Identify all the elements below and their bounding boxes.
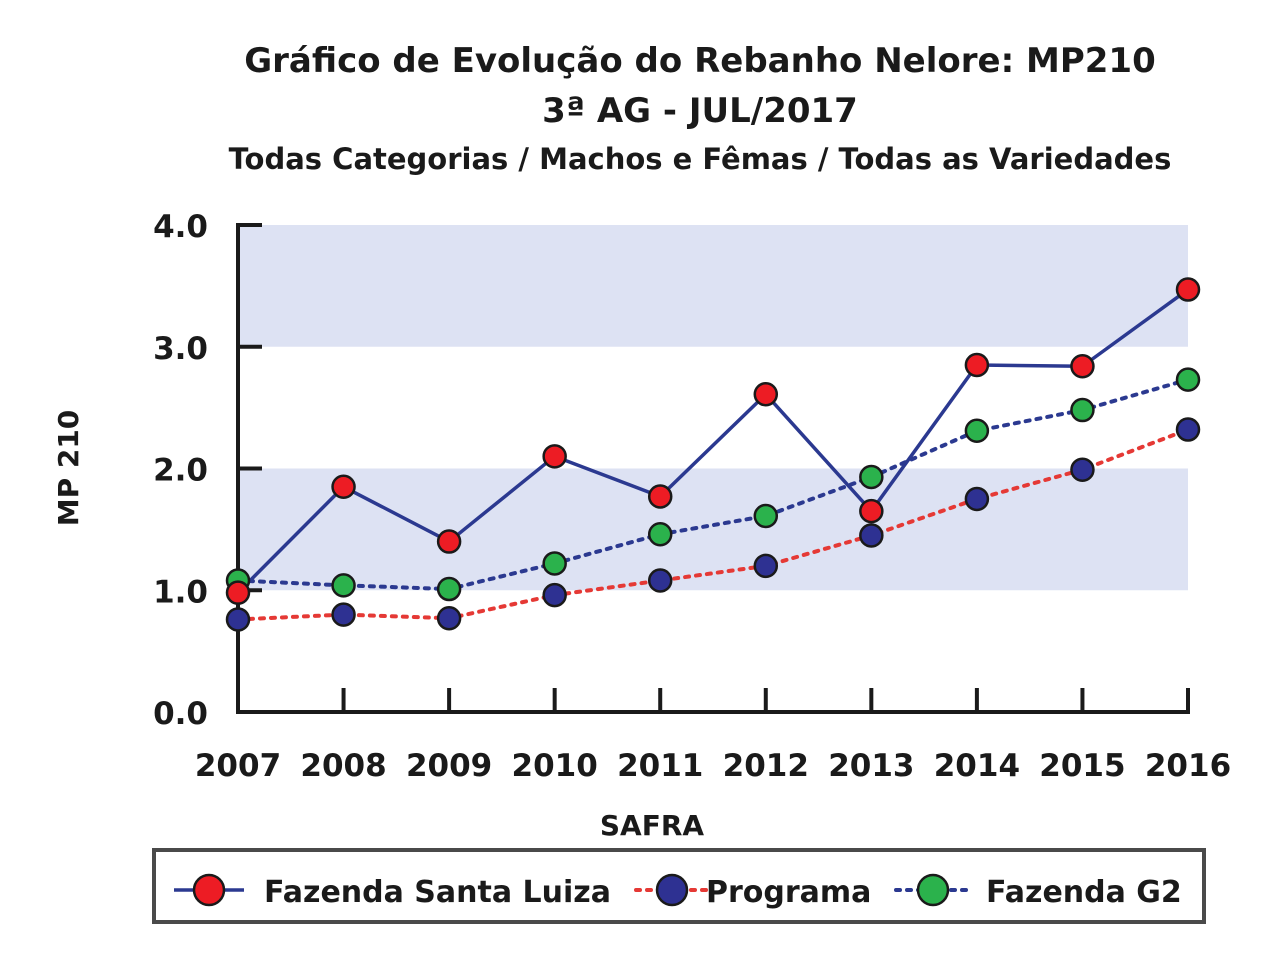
data-point	[964, 418, 990, 444]
data-point	[647, 568, 673, 593]
data-point	[1175, 277, 1201, 302]
data-point	[542, 551, 567, 576]
data-point	[436, 576, 462, 602]
legend-label: Fazenda G2	[986, 875, 1182, 910]
data-point	[331, 573, 356, 598]
data-point	[1175, 367, 1201, 392]
x-tick-label: 2014	[934, 748, 1020, 784]
data-point	[964, 352, 990, 378]
x-tick-label: 2010	[512, 748, 598, 784]
x-tick-label: 2009	[406, 748, 492, 784]
legend-item-programa: Programa	[634, 873, 871, 910]
y-tick-label: 1.0	[153, 574, 208, 610]
legend: Fazenda Santa Luiza Programa Fazenda G2	[152, 848, 1206, 924]
data-point	[225, 580, 251, 605]
y-tick-labels: 0.0 1.0 2.0 3.0 4.0	[153, 209, 208, 732]
background-bands	[238, 225, 1188, 591]
legend-swatch-marker	[916, 873, 950, 907]
data-point	[647, 484, 673, 509]
x-tick-label: 2007	[195, 748, 281, 784]
data-point	[964, 486, 990, 512]
series-markers	[225, 277, 1201, 632]
x-tick-label: 2011	[617, 748, 703, 784]
data-point	[436, 529, 462, 554]
x-tick-label: 2012	[723, 748, 809, 784]
x-tick-labels: 2007 2008 2009 2010 2011 2012 2013 2014 2015 2016	[195, 748, 1231, 784]
y-tick-label: 2.0	[153, 453, 208, 489]
x-tick-label: 2016	[1145, 748, 1231, 784]
x-tick-label: 2015	[1039, 748, 1125, 784]
background-band	[238, 468, 1188, 591]
chart-subtitle: Todas Categorias / Machos e Fêmas / Toda…	[228, 142, 1172, 176]
series-lines	[236, 288, 1190, 622]
data-point	[1070, 457, 1095, 482]
legend-label: Programa	[706, 875, 871, 910]
x-tick-label: 2013	[828, 748, 914, 784]
data-point	[542, 444, 567, 469]
y-tick-label: 4.0	[153, 209, 208, 245]
data-point	[1175, 417, 1201, 442]
legend-swatch-marker	[655, 873, 689, 907]
legend-item-fazenda-santa-luiza: Fazenda Santa Luiza	[174, 873, 611, 910]
data-point	[753, 381, 779, 407]
series-line	[236, 377, 1190, 592]
data-point	[331, 474, 356, 500]
y-tick-label: 3.0	[153, 331, 208, 367]
data-point	[1070, 353, 1095, 379]
legend-label: Fazenda Santa Luiza	[264, 875, 611, 910]
series-line	[236, 427, 1190, 622]
data-point	[225, 607, 251, 632]
title-block: Gráfico de Evolução do Rebanho Nelore: M…	[60, 36, 1280, 182]
legend-swatch-marker	[192, 873, 226, 907]
chart: 0.0 1.0 2.0 3.0 4.0 2007 2008 2009 2010 2011 2012…	[52, 209, 1231, 842]
data-point	[436, 606, 462, 631]
data-point	[859, 464, 884, 490]
legend-graphic: Fazenda Santa Luiza Programa Fazenda G2	[174, 873, 1182, 910]
y-tick-label: 0.0	[153, 696, 208, 732]
data-point	[647, 521, 673, 547]
data-point	[331, 602, 356, 627]
y-axis-title: MP 210	[52, 410, 85, 527]
data-point	[542, 582, 567, 608]
background-band	[238, 225, 1188, 347]
x-tick-label: 2008	[300, 748, 386, 784]
x-axis-title: SAFRA	[600, 809, 705, 842]
chart-title: Gráfico de Evolução do Rebanho Nelore: M…	[244, 41, 1156, 81]
data-point	[859, 523, 884, 548]
data-point	[753, 553, 779, 579]
data-point	[859, 498, 884, 524]
series-line	[236, 288, 1190, 594]
data-point	[1070, 397, 1095, 423]
chart-title-line2: 3ª AG - JUL/2017	[542, 91, 858, 131]
data-point	[753, 503, 779, 529]
legend-item-fazenda-g2: Fazenda G2	[894, 873, 1182, 910]
